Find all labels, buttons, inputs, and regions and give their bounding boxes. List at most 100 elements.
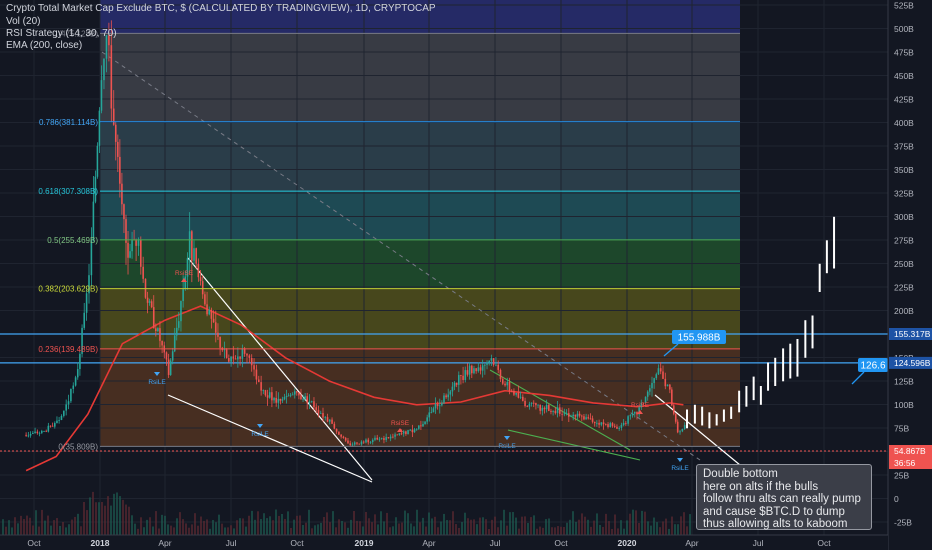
volume-bar — [674, 524, 676, 535]
volume-bar — [407, 513, 409, 535]
volume-bar — [314, 525, 316, 535]
volume-bar — [488, 528, 490, 535]
candle-body — [300, 395, 302, 400]
candle-body — [83, 312, 86, 328]
candle-body — [197, 263, 200, 278]
y-tick-label: 350B — [894, 165, 914, 175]
candle-body — [537, 404, 539, 406]
indicator-ema-label[interactable]: EMA (200, close) — [6, 40, 83, 51]
y-tick-label: 450B — [894, 71, 914, 81]
indicator-volume-label[interactable]: Vol (20) — [6, 16, 41, 27]
candle-body — [271, 392, 273, 401]
x-tick-label: 2020 — [618, 538, 637, 548]
annotation-note[interactable]: Double bottom here on alts if the bulls … — [696, 464, 872, 530]
candle-body — [239, 356, 241, 359]
volume-bar — [116, 492, 118, 535]
candle-body — [492, 358, 495, 365]
volume-bar — [86, 510, 88, 535]
volume-bar — [65, 527, 67, 535]
hline-price-tag — [889, 328, 932, 341]
time-axis[interactable]: Oct 2018 Apr Jul Oct 2019 Apr Jul Oct 2020 Apr Jul O… — [0, 534, 888, 550]
volume-bar — [428, 512, 430, 535]
candle-body — [506, 381, 509, 386]
candle-body — [644, 396, 647, 403]
volume-bar — [254, 519, 256, 535]
candle-body — [532, 402, 535, 404]
candle-body — [466, 370, 469, 375]
volume-bar — [599, 524, 601, 535]
indicator-rsi-label[interactable]: RSI Strategy (14, 30, 70) — [6, 28, 117, 39]
candle-body — [70, 388, 72, 402]
signal-label: RsiLE — [148, 379, 166, 386]
y-tick-label: 200B — [894, 306, 914, 316]
y-tick-label: 325B — [894, 189, 914, 199]
volume-bar — [251, 510, 253, 535]
price-axis[interactable]: 525B 500B 475B 450B 425B 400B 375B 350B 325B 300B… — [887, 0, 932, 550]
candle-body — [60, 415, 63, 421]
candle-body — [629, 415, 632, 417]
candle-body — [171, 351, 174, 361]
candle-body — [653, 378, 655, 384]
volume-bar — [668, 528, 670, 535]
candle-body — [447, 394, 450, 398]
candle-body — [578, 413, 581, 416]
candle-body — [613, 425, 616, 427]
candle-body — [499, 369, 502, 379]
volume-bar — [431, 518, 433, 535]
volume-bar — [140, 517, 142, 535]
volume-bar — [608, 521, 610, 535]
candle-body — [415, 428, 418, 430]
candle-body — [622, 422, 625, 425]
candle-body — [649, 388, 651, 392]
volume-bar — [611, 528, 613, 535]
hline-price-tag-text: 124.596B — [894, 358, 931, 368]
volume-bar — [533, 515, 535, 535]
fib-zone — [100, 288, 740, 349]
candle-body — [394, 434, 396, 437]
candle-body — [85, 293, 88, 313]
candle-body — [396, 434, 399, 436]
candle-body — [669, 384, 671, 390]
candle-body — [335, 428, 338, 432]
volume-bar — [68, 524, 70, 535]
horizontal-lines — [0, 333, 888, 452]
volume-bar — [272, 520, 274, 535]
candle-body — [27, 435, 30, 437]
candle-body — [308, 401, 311, 403]
price-callouts[interactable]: 155.988B 126.6 — [663, 330, 888, 385]
volume-bar — [575, 521, 577, 535]
candle-body — [161, 340, 163, 346]
callout-label-pointer — [851, 371, 865, 385]
candle-body — [570, 416, 572, 417]
volume-bar — [335, 527, 337, 535]
candle-body — [495, 364, 497, 366]
volume-bar — [455, 524, 457, 535]
candle-body — [302, 398, 304, 400]
candle-body — [517, 392, 520, 398]
signal-label: RsiSE — [175, 270, 194, 277]
volume-bar — [470, 519, 472, 535]
volume-bar — [494, 516, 496, 535]
volume-bar — [539, 526, 541, 535]
volume-bar — [257, 511, 259, 535]
candle-body — [411, 429, 414, 433]
x-tick-label: Oct — [554, 538, 568, 548]
candle-body — [125, 219, 127, 243]
candle-body — [98, 110, 101, 146]
volume-bar — [290, 527, 292, 535]
volume-bar — [605, 513, 607, 535]
candle-body — [565, 413, 568, 414]
volume-bar — [581, 513, 583, 535]
candle-body — [438, 405, 441, 407]
volume-bar — [56, 518, 58, 535]
candle-body — [367, 439, 370, 443]
candle-body — [103, 58, 105, 81]
fibonacci-labels: 1(475.128B) 0.786(381.114B) 0.618(307.308B… — [38, 29, 740, 451]
volume-bar — [17, 523, 19, 535]
y-tick-label: -25B — [894, 518, 912, 528]
volume-bar — [671, 516, 673, 535]
candle-body — [470, 365, 473, 374]
candle-body — [535, 403, 537, 406]
candle-body — [625, 422, 627, 424]
